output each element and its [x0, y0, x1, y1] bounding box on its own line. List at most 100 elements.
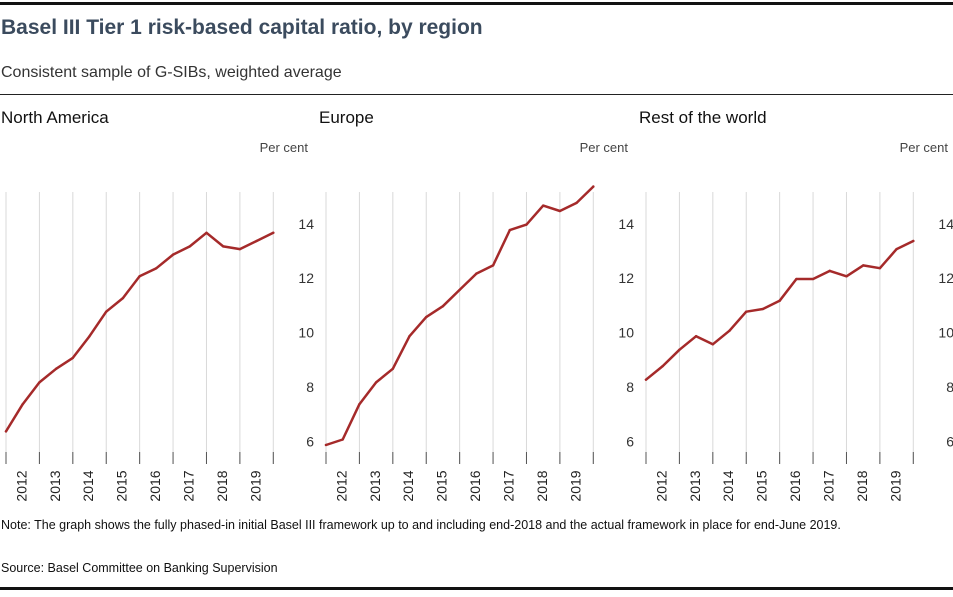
chart-panel-rest-of-world: 6 8 10 12 14 2012 2013 2014 2015 2016 2017 2018 2019 — [644, 192, 953, 502]
data-point — [878, 266, 882, 270]
unit-label-north-america: Per cent — [259, 140, 308, 155]
x-tick-label: 2013 — [367, 470, 383, 501]
data-point — [895, 247, 898, 251]
data-point — [54, 367, 58, 370]
y-tick-label: 6 — [306, 433, 314, 449]
data-point — [374, 381, 378, 384]
y-tick-label: 12 — [938, 270, 953, 286]
data-point — [121, 296, 125, 300]
y-tick-label: 8 — [626, 379, 634, 395]
source-line: Source: Basel Committee on Banking Super… — [1, 561, 278, 575]
data-point — [678, 348, 681, 351]
data-point — [745, 310, 748, 313]
x-tick-label: 2016 — [147, 470, 163, 501]
x-tick-label: 2018 — [214, 470, 230, 501]
x-tick-label: 2013 — [47, 470, 63, 501]
x-tick-label: 2017 — [500, 470, 516, 501]
chart-panel-europe: 6 8 10 12 14 2012 2013 2014 2015 2016 2017 2018 2019 — [324, 185, 634, 502]
y-tick-label: 14 — [298, 216, 314, 232]
x-tick-label: 2013 — [687, 470, 703, 501]
data-point — [238, 247, 242, 251]
data-point — [71, 356, 75, 360]
data-point — [38, 381, 41, 384]
bottom-rule — [0, 587, 953, 590]
data-point — [138, 275, 141, 278]
y-tick-label: 10 — [938, 325, 953, 341]
data-point — [171, 253, 175, 256]
data-point — [491, 264, 495, 267]
x-tick-label: 2017 — [820, 470, 836, 501]
data-point — [4, 430, 8, 433]
data-point — [728, 329, 731, 332]
data-point — [324, 443, 328, 447]
data-point — [475, 272, 478, 275]
data-point — [694, 334, 698, 338]
data-point — [828, 269, 831, 273]
top-rule — [0, 2, 953, 5]
data-point — [861, 264, 865, 267]
y-tick-label: 10 — [298, 325, 314, 341]
data-point — [88, 334, 91, 338]
data-point — [644, 378, 648, 381]
unit-label-rest-of-world: Per cent — [899, 140, 948, 155]
unit-label-europe: Per cent — [579, 140, 628, 155]
x-tick-label: 2019 — [567, 470, 583, 501]
y-tick-label: 6 — [946, 433, 953, 449]
x-tick-label: 2016 — [787, 470, 803, 501]
data-point — [341, 438, 344, 441]
data-point — [255, 239, 258, 243]
data-point — [188, 245, 191, 248]
y-tick-label: 8 — [946, 379, 953, 395]
chart-panel-north-america: 6 8 10 12 14 2012 2013 2014 2015 2016 2017 2018 2019 — [4, 192, 314, 502]
header-divider — [0, 94, 953, 95]
data-point — [541, 204, 545, 207]
x-tick-label: 2012 — [653, 470, 669, 501]
panel-title-north-america: North America — [1, 108, 109, 127]
data-point — [508, 228, 511, 232]
x-tick-label: 2019 — [247, 470, 263, 501]
x-tick-label: 2017 — [180, 470, 196, 501]
data-point — [358, 402, 361, 406]
x-tick-label: 2014 — [720, 470, 736, 501]
x-tick-label: 2012 — [333, 470, 349, 501]
data-point — [272, 231, 275, 234]
data-point — [845, 275, 848, 278]
x-tick-label: 2015 — [434, 470, 450, 501]
y-tick-label: 14 — [618, 216, 634, 232]
y-tick-label: 10 — [618, 325, 634, 341]
data-point — [205, 231, 208, 234]
data-point — [458, 288, 461, 292]
x-tick-label: 2019 — [887, 470, 903, 501]
x-tick-label: 2014 — [400, 470, 416, 501]
panel-title-europe: Europe — [319, 108, 374, 127]
x-tick-label: 2012 — [13, 470, 29, 501]
data-point — [155, 266, 158, 270]
data-point — [525, 223, 528, 226]
y-tick-label: 6 — [626, 433, 634, 449]
data-point — [558, 209, 562, 213]
data-point — [105, 310, 108, 313]
x-tick-label: 2016 — [467, 470, 483, 501]
panel-title-rest-of-world: Rest of the world — [639, 108, 767, 127]
data-point — [221, 245, 225, 248]
data-point — [761, 307, 765, 311]
data-point — [592, 185, 595, 188]
data-point — [391, 367, 395, 370]
data-point — [811, 277, 815, 281]
data-point — [441, 305, 445, 308]
x-tick-label: 2018 — [854, 470, 870, 501]
x-tick-label: 2018 — [534, 470, 550, 501]
data-point — [425, 315, 428, 319]
x-tick-label: 2015 — [114, 470, 130, 501]
data-point — [408, 334, 411, 338]
x-tick-label: 2014 — [80, 470, 96, 501]
y-tick-label: 12 — [298, 270, 314, 286]
footnote: Note: The graph shows the fully phased-i… — [1, 518, 841, 532]
data-point — [912, 239, 915, 243]
chart-subtitle: Consistent sample of G-SIBs, weighted av… — [1, 64, 342, 81]
data-point — [575, 201, 578, 205]
data-point — [661, 364, 664, 368]
data-point — [778, 299, 781, 302]
y-tick-label: 8 — [306, 379, 314, 395]
